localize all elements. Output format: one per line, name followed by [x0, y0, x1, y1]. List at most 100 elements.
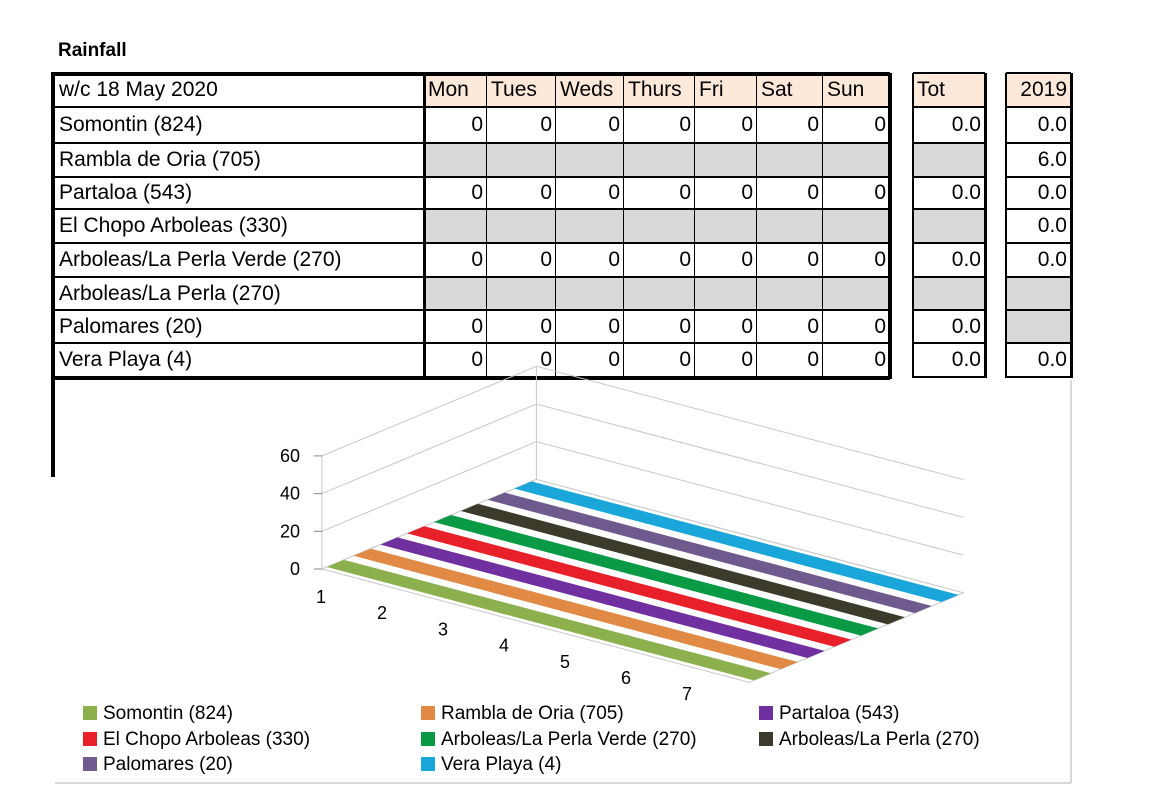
legend-entry: Vera Playa (4)	[421, 754, 561, 776]
day-header-cell: Weds	[556, 73, 624, 107]
table-row-line	[53, 309, 890, 311]
tot-value-cell	[913, 209, 985, 243]
table-row-line	[913, 208, 985, 210]
day-value-cell: 0	[471, 248, 483, 271]
legend-label: Rambla de Oria (705)	[441, 703, 624, 724]
station-name-cell: Rambla de Oria (705)	[59, 148, 261, 171]
table-row-line	[1006, 376, 1071, 378]
day-value-cell	[757, 143, 823, 177]
station-name-cell: El Chopo Arboleas (330)	[59, 214, 288, 237]
table-row-line	[53, 106, 890, 108]
table-row-line	[913, 72, 985, 74]
table-row-line	[1006, 142, 1071, 144]
day-value-cell	[487, 277, 556, 310]
legend-swatch	[759, 732, 773, 746]
legend-entry: Arboleas/La Perla Verde (270)	[421, 729, 697, 751]
day-value-cell	[556, 209, 624, 243]
x-tick-label: 6	[621, 668, 631, 688]
week-label-cell: w/c 18 May 2020	[59, 78, 218, 101]
day-value-cell: 0	[807, 113, 819, 136]
day-value-cell: 0	[471, 181, 483, 204]
series-ribbon	[514, 481, 959, 602]
legend-entry: Arboleas/La Perla (270)	[759, 729, 980, 751]
day-value-cell: 0	[540, 181, 552, 204]
tot-value-cell: 0.0	[951, 248, 981, 271]
table-row-line	[913, 176, 985, 178]
day-header-cell: Fri	[695, 73, 757, 107]
prev-year-value-cell: 6.0	[1037, 148, 1067, 171]
day-value-cell: 0	[741, 348, 753, 371]
day-value-cell: 0	[679, 348, 691, 371]
gridline	[321, 365, 964, 481]
day-value-cell	[695, 277, 757, 310]
tot-value-cell: 0.0	[951, 315, 981, 338]
table-left-border	[51, 72, 55, 477]
legend-label: Partaloa (543)	[779, 703, 900, 724]
day-value-cell: 0	[679, 248, 691, 271]
legend-swatch	[421, 706, 435, 720]
day-value-cell	[424, 143, 487, 177]
table-row-line	[1006, 242, 1071, 244]
day-value-cell: 0	[741, 248, 753, 271]
day-value-cell: 0	[741, 113, 753, 136]
series-ribbon	[380, 537, 825, 658]
day-value-cell	[757, 209, 823, 243]
prev-year-value-cell	[1006, 277, 1071, 310]
prev-col-line	[1005, 73, 1007, 378]
day-value-cell: 0	[807, 181, 819, 204]
day-value-cell: 0	[608, 315, 620, 338]
station-name-cell: Vera Playa (4)	[59, 348, 193, 371]
legend-label: Somontin (824)	[103, 703, 233, 724]
day-value-cell: 0	[807, 248, 819, 271]
day-value-cell	[757, 277, 823, 310]
table-row-line	[913, 376, 985, 378]
day-value-cell: 0	[608, 113, 620, 136]
day-value-cell: 0	[608, 348, 620, 371]
legend-swatch	[421, 732, 435, 746]
x-tick-label: 7	[682, 684, 692, 704]
table-row-line	[53, 376, 890, 380]
table-col-line	[694, 73, 695, 377]
day-value-cell: 0	[471, 348, 483, 371]
table-row-line	[53, 276, 890, 278]
legend-swatch	[421, 757, 435, 771]
day-value-cell	[556, 143, 624, 177]
table-row-line	[913, 106, 985, 108]
table-row-line	[53, 176, 890, 178]
day-value-cell: 0	[679, 113, 691, 136]
day-header-cell: Thurs	[624, 73, 695, 107]
legend-label: El Chopo Arboleas (330)	[103, 729, 311, 750]
day-value-cell: 0	[874, 113, 886, 136]
day-header-cell: Mon	[424, 73, 487, 107]
table-right-border	[888, 73, 892, 379]
day-value-cell: 0	[874, 315, 886, 338]
table-col-line	[822, 73, 823, 377]
day-value-cell	[624, 209, 695, 243]
day-value-cell: 0	[874, 181, 886, 204]
station-name-cell: Partaloa (543)	[59, 181, 193, 204]
day-value-cell	[823, 277, 890, 310]
day-value-cell	[624, 277, 695, 310]
day-value-cell: 0	[679, 315, 691, 338]
table-row-line	[913, 342, 985, 344]
tot-col-line	[984, 73, 987, 378]
series-ribbon	[326, 559, 771, 681]
day-value-cell: 0	[679, 181, 691, 204]
day-value-cell	[823, 209, 890, 243]
x-tick-label: 3	[438, 619, 448, 639]
legend-entry: Rambla de Oria (705)	[421, 703, 624, 725]
station-name-cell: Arboleas/La Perla (270)	[59, 282, 281, 305]
legend-swatch	[83, 706, 97, 720]
table-row-line	[913, 276, 985, 278]
table-row-line	[1006, 309, 1071, 311]
day-value-cell	[556, 277, 624, 310]
table-row-line	[1006, 176, 1071, 178]
prev-year-value-cell: 0.0	[1037, 113, 1067, 136]
tot-value-cell: 0.0	[951, 113, 981, 136]
legend-swatch	[83, 757, 97, 771]
series-ribbon	[434, 515, 879, 636]
legend-label: Arboleas/La Perla Verde (270)	[441, 729, 697, 750]
day-value-cell: 0	[741, 315, 753, 338]
prev-year-header-cell: 2019	[1006, 73, 1071, 107]
